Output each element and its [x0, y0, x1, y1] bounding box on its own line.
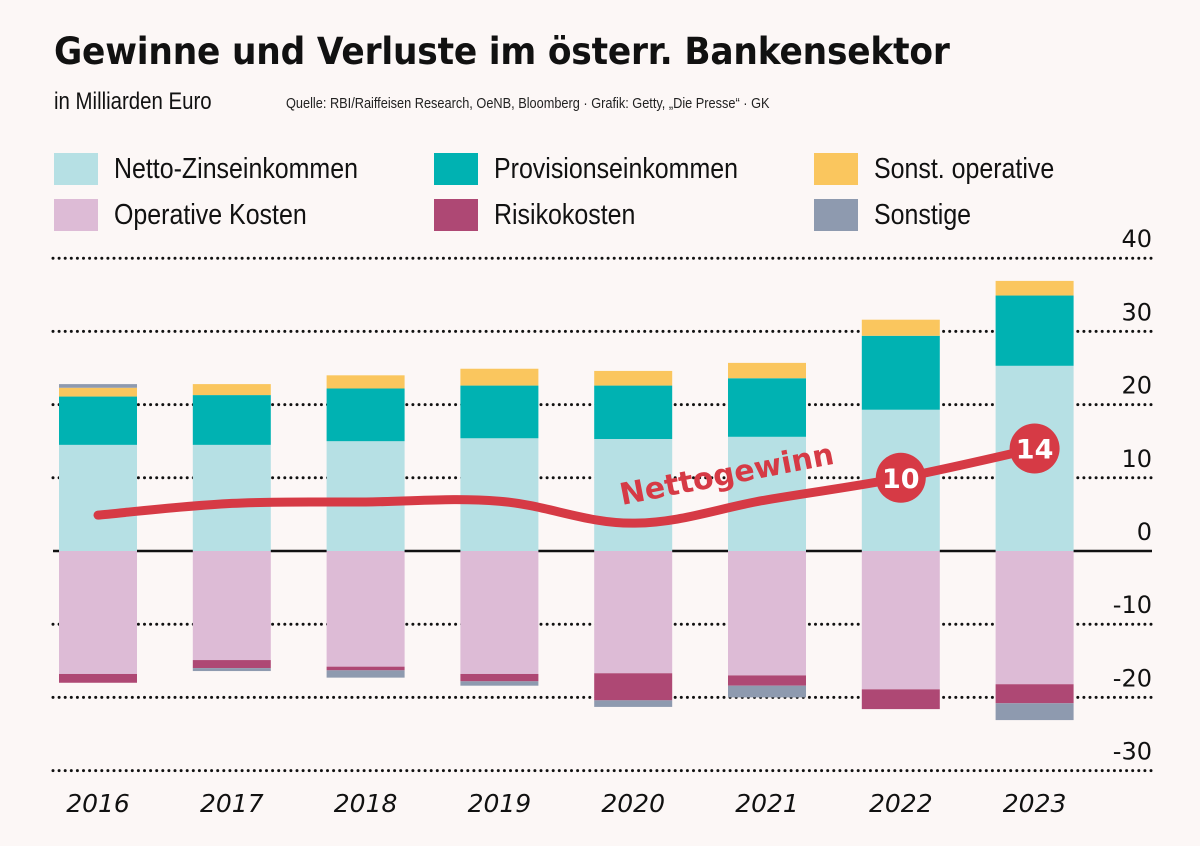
legend-item-netto-zinseinkommen: Netto-Zinseinkommen — [54, 152, 398, 186]
bar-segment-operative-kosten-2017 — [192, 551, 271, 661]
legend-label: Operative Kosten — [114, 198, 307, 231]
y-tick-label: -30 — [1113, 738, 1152, 766]
bar-segment-provisionseinkommen-2018 — [326, 388, 405, 442]
legend-label: Sonstige — [874, 198, 972, 231]
x-tick-label: 2016 — [66, 789, 130, 818]
legend-item-operative-kosten: Operative Kosten — [54, 198, 338, 232]
nettogewinn-value-2023: 14 — [1016, 435, 1054, 466]
bar-segment-sonst-operative-2020 — [594, 370, 673, 386]
legend-swatch — [814, 199, 858, 231]
bar-segment-operative-kosten-2023 — [995, 551, 1074, 685]
bar-segment-operative-kosten-2020 — [594, 551, 673, 674]
y-tick-label: 40 — [1121, 225, 1152, 253]
bar-segment-operative-kosten-2022 — [861, 551, 940, 690]
y-axis: 40 30 20 10 0 -10 -20 -30 — [1113, 225, 1152, 765]
bar-segment-netto-zinseinkommen-2018 — [326, 441, 405, 551]
nettogewinn-marker-2023 — [1009, 423, 1060, 474]
bar-segment-provisionseinkommen-2023 — [995, 295, 1074, 366]
nettogewinn-marker-2022 — [875, 452, 926, 503]
bar-segment-risikokosten-2018 — [326, 666, 405, 671]
legend-swatch — [814, 153, 858, 185]
bar-segment-operative-kosten-2019 — [460, 551, 539, 674]
bar-segment-sonst-operative-2016 — [59, 387, 137, 397]
bar-segment-provisionseinkommen-2017 — [192, 395, 271, 445]
x-axis: 2016 2017 2018 2019 2020 2021 2022 2023 — [66, 789, 1066, 818]
bar-segment-sonstige-2017 — [192, 668, 271, 672]
legend-label: Sonst. operative — [874, 152, 1055, 185]
bar-segment-sonst-operative-2021 — [728, 362, 806, 379]
bar-segment-operative-kosten-2016 — [59, 551, 137, 674]
bar-segment-provisionseinkommen-2022 — [861, 335, 940, 410]
x-tick-label: 2018 — [334, 789, 398, 818]
legend-swatch — [54, 199, 98, 231]
bar-segment-provisionseinkommen-2021 — [728, 378, 806, 437]
y-tick-label: 30 — [1121, 298, 1152, 326]
bar-segment-risikokosten-2023 — [995, 684, 1074, 704]
bar-segment-operative-kosten-2018 — [326, 551, 405, 667]
bar-segment-provisionseinkommen-2019 — [460, 385, 539, 439]
legend-item-risikokosten: Risikokosten — [434, 198, 658, 232]
legend-label: Netto-Zinseinkommen — [114, 152, 358, 185]
bar-segment-risikokosten-2016 — [59, 673, 137, 683]
bar-segment-sonstige-2018 — [326, 670, 405, 678]
bar-segment-risikokosten-2020 — [594, 673, 673, 701]
x-tick-label: 2020 — [601, 789, 665, 818]
bar-segment-netto-zinseinkommen-2017 — [192, 444, 271, 551]
y-tick-label: 0 — [1137, 518, 1152, 546]
x-tick-label: 2017 — [200, 789, 264, 818]
bar-segment-netto-zinseinkommen-2019 — [460, 438, 539, 551]
chart-subtitle: in Milliarden Euro — [54, 88, 212, 115]
y-tick-label: 20 — [1121, 372, 1152, 400]
bar-segment-sonst-operative-2017 — [192, 384, 271, 396]
bar-segment-sonst-operative-2018 — [326, 375, 405, 389]
bar-segment-sonst-operative-2022 — [861, 319, 940, 336]
legend-swatch — [54, 153, 98, 185]
legend-item-provisionseinkommen: Provisionseinkommen — [434, 152, 778, 186]
bar-segment-sonstige-2020 — [594, 700, 673, 707]
y-tick-label: -10 — [1113, 591, 1152, 619]
bar-segment-sonst-operative-2019 — [460, 368, 539, 386]
bar-segment-netto-zinseinkommen-2016 — [59, 444, 137, 551]
bar-segment-netto-zinseinkommen-2020 — [594, 439, 673, 551]
x-tick-label: 2021 — [735, 789, 799, 818]
nettogewinn-value-2022: 10 — [882, 464, 920, 495]
legend-swatch — [434, 199, 478, 231]
bar-segment-risikokosten-2022 — [861, 689, 940, 710]
source-note: Quelle: RBI/Raiffeisen Research, OeNB, B… — [286, 95, 770, 112]
bar-segment-sonst-operative-2023 — [995, 280, 1074, 296]
y-tick-label: 10 — [1121, 445, 1152, 473]
legend-label: Risikokosten — [494, 198, 636, 231]
bar-segment-sonstige-positiv--2016 — [59, 384, 137, 388]
bar-segment-provisionseinkommen-2016 — [59, 396, 137, 445]
x-tick-label: 2019 — [468, 789, 532, 818]
bar-segment-risikokosten-2017 — [192, 660, 271, 669]
bar-segment-operative-kosten-2021 — [728, 551, 806, 676]
legend-swatch — [434, 153, 478, 185]
x-tick-label: 2023 — [1003, 789, 1067, 818]
bar-segment-risikokosten-2019 — [460, 673, 539, 682]
bar-segment-provisionseinkommen-2020 — [594, 385, 673, 440]
legend-label: Provisionseinkommen — [494, 152, 738, 185]
y-tick-label: -20 — [1113, 664, 1152, 692]
legend-item-sonst-operative: Sonst. operative — [814, 152, 1084, 186]
bar-segment-sonstige-2023 — [995, 703, 1074, 721]
legend-item-sonstige: Sonstige — [814, 198, 987, 232]
bar-segment-sonstige-2019 — [460, 681, 539, 686]
chart-title: Gewinne und Verluste im österr. Bankense… — [54, 30, 950, 73]
bar-segment-risikokosten-2021 — [728, 675, 806, 686]
bar-segment-sonstige-2021 — [728, 685, 806, 698]
x-tick-label: 2022 — [869, 789, 933, 818]
